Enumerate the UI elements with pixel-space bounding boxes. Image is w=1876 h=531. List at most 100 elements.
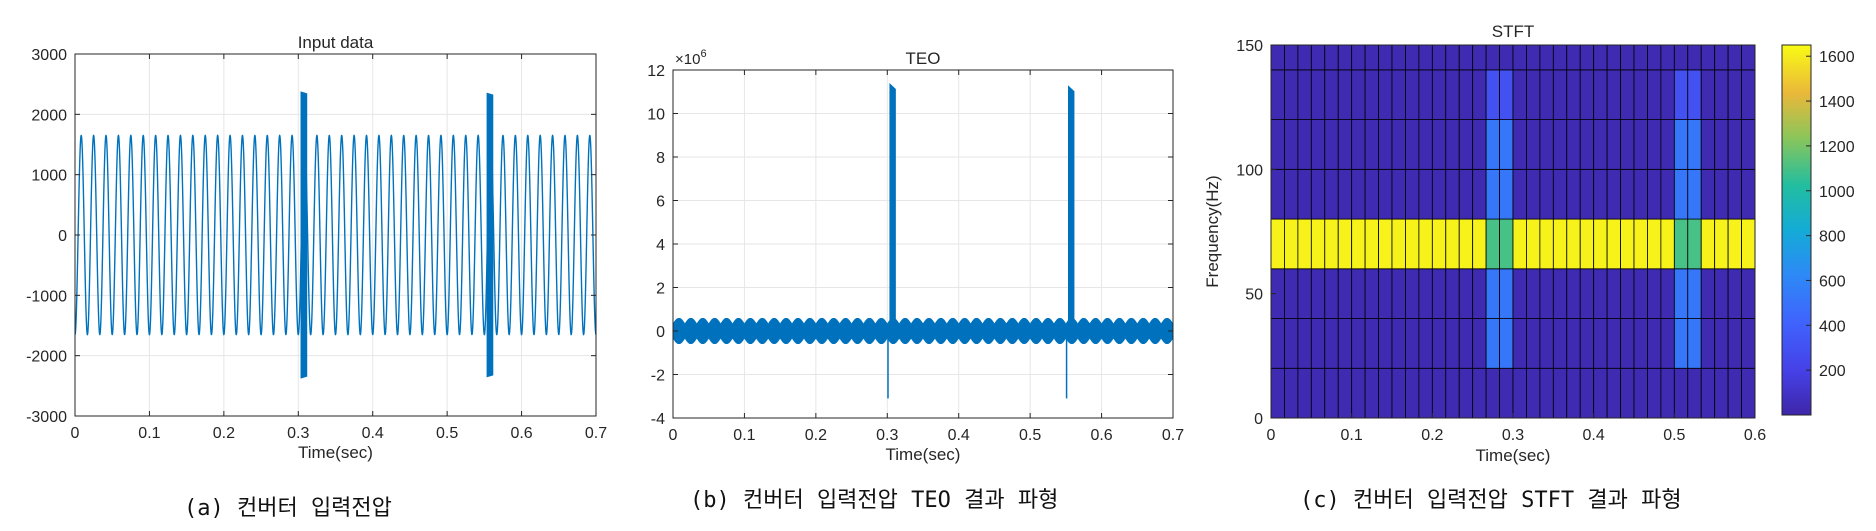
- x-tick-label: 0.5: [1663, 427, 1685, 444]
- y-tick-label: -2: [651, 368, 665, 385]
- y-tick-label: 6: [656, 194, 665, 211]
- stft-cell: [1310, 268, 1326, 319]
- colorbar-tick-label: 600: [1819, 273, 1846, 290]
- stft-cell: [1647, 218, 1662, 270]
- x-tick-label: 0.1: [1341, 427, 1363, 444]
- stft-cell: [1620, 119, 1635, 170]
- stft-cell: [1633, 119, 1648, 170]
- stft-cell: [1458, 168, 1474, 220]
- stft-cell: [1391, 318, 1406, 369]
- y-tick-label: 0: [58, 228, 67, 245]
- stft-cell: [1337, 168, 1353, 220]
- colorbar-tick-label: 1200: [1819, 139, 1855, 156]
- stft-cell: [1512, 44, 1527, 71]
- stft-cell: [1284, 69, 1299, 121]
- stft-cell: [1405, 367, 1420, 419]
- colorbar: [1781, 44, 1812, 416]
- stft-cell: [1472, 168, 1487, 220]
- stft-cell: [1606, 119, 1621, 170]
- stft-cell: [1552, 119, 1568, 170]
- stft-cell: [1297, 44, 1312, 71]
- stft-cell: [1310, 218, 1326, 270]
- stft-cell: [1445, 367, 1460, 419]
- stft-cell: [1284, 44, 1299, 71]
- stft-cell: [1727, 119, 1742, 170]
- stft-cell: [1566, 69, 1581, 121]
- stft-cell: [1445, 119, 1460, 170]
- stft-cell: [1687, 367, 1702, 419]
- stft-cell: [1499, 69, 1514, 121]
- stft-cell: [1633, 318, 1648, 369]
- stft-cell: [1700, 69, 1716, 121]
- stft-cell: [1673, 69, 1689, 121]
- stft-cell: [1391, 367, 1406, 419]
- chart-title: Input data: [298, 33, 374, 52]
- x-tick-label: 0.1: [733, 427, 755, 444]
- stft-cell: [1741, 218, 1756, 270]
- stft-cell: [1741, 168, 1756, 220]
- stft-cell: [1458, 367, 1474, 419]
- stft-cell: [1405, 318, 1420, 369]
- stft-cell: [1351, 367, 1366, 419]
- stft-cell: [1660, 69, 1675, 121]
- stft-cell: [1364, 318, 1379, 369]
- stft-cell: [1579, 168, 1595, 220]
- stft-cell: [1566, 44, 1581, 71]
- stft-cell: [1499, 44, 1514, 71]
- stft-cell: [1458, 218, 1474, 270]
- x-tick-label: 0.2: [1421, 427, 1443, 444]
- colorbar-tick-label: 1600: [1819, 49, 1855, 66]
- stft-cell: [1445, 318, 1460, 369]
- stft-cell: [1579, 69, 1595, 121]
- x-tick-label: 0.4: [362, 425, 384, 442]
- y-tick-label: -4: [651, 411, 665, 428]
- stft-cell: [1364, 168, 1379, 220]
- stft-cell: [1485, 268, 1500, 319]
- stft-cell: [1337, 218, 1353, 270]
- stft-cell: [1378, 268, 1393, 319]
- stft-cell: [1539, 119, 1554, 170]
- colorbar-tick-label: 400: [1819, 318, 1846, 335]
- y-tick-label: 10: [647, 107, 665, 124]
- stft-cell: [1539, 69, 1554, 121]
- stft-cell: [1378, 119, 1393, 170]
- y-tick-label: 0: [656, 324, 665, 341]
- stft-cell: [1418, 69, 1433, 121]
- stft-cell: [1539, 44, 1554, 71]
- stft-cell: [1472, 367, 1487, 419]
- stft-cell: [1700, 367, 1716, 419]
- stft-cell: [1297, 318, 1312, 369]
- x-tick-label: 0.3: [287, 425, 309, 442]
- disturbance-burst-2: [486, 92, 494, 378]
- x-tick-label: 0.5: [436, 425, 458, 442]
- chart-title: STFT: [1492, 22, 1535, 41]
- stft-cell: [1391, 168, 1406, 220]
- stft-cell: [1552, 318, 1568, 369]
- stft-cell: [1700, 318, 1716, 369]
- stft-cell: [1458, 119, 1474, 170]
- stft-cell: [1647, 367, 1662, 419]
- stft-cell: [1499, 268, 1514, 319]
- stft-cell: [1714, 168, 1729, 220]
- stft-cell: [1633, 218, 1648, 270]
- stft-cell: [1700, 119, 1716, 170]
- teo-chart: 0 0.1 0.2 0.3 0.4 0.5 0.6 0.7 -4 -2 0 2 4 6 8 10 12 TEO Ti…: [647, 48, 1184, 464]
- stft-cell: [1741, 69, 1756, 121]
- caption-a: (a) 컨버터 입력전압: [184, 496, 392, 521]
- stft-cell: [1324, 44, 1339, 71]
- stft-cell: [1405, 268, 1420, 319]
- stft-cell: [1647, 119, 1662, 170]
- stft-cell: [1324, 218, 1339, 270]
- caption-b: (b) 컨버터 입력전압 TEO 결과 파형: [690, 488, 1059, 513]
- stft-cell: [1485, 218, 1500, 270]
- stft-cell: [1620, 367, 1635, 419]
- colorbar-tick-label: 200: [1819, 363, 1846, 380]
- stft-cell: [1606, 44, 1621, 71]
- stft-cell: [1606, 268, 1621, 319]
- stft-cell: [1472, 44, 1487, 71]
- stft-cell: [1727, 318, 1742, 369]
- stft-cell: [1472, 69, 1487, 121]
- stft-cell: [1566, 367, 1581, 419]
- stft-cell: [1351, 218, 1366, 270]
- teo-line: [672, 317, 1174, 345]
